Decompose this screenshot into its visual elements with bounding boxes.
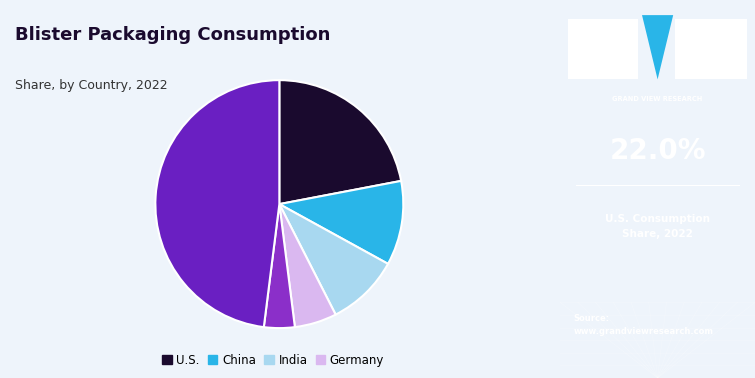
- Text: Blister Packaging Consumption: Blister Packaging Consumption: [15, 26, 331, 45]
- FancyBboxPatch shape: [568, 19, 638, 79]
- Wedge shape: [279, 181, 403, 264]
- Wedge shape: [279, 80, 401, 204]
- Wedge shape: [263, 204, 295, 328]
- FancyBboxPatch shape: [675, 19, 747, 79]
- Wedge shape: [279, 204, 336, 327]
- Wedge shape: [156, 80, 279, 327]
- Wedge shape: [279, 204, 388, 314]
- Text: GRAND VIEW RESEARCH: GRAND VIEW RESEARCH: [612, 96, 703, 102]
- Legend: UK, Rest of World: UK, Rest of World: [153, 377, 294, 378]
- Text: Source:
www.grandviewresearch.com: Source: www.grandviewresearch.com: [574, 314, 713, 336]
- Text: 22.0%: 22.0%: [609, 137, 706, 165]
- Polygon shape: [642, 15, 673, 79]
- Text: Share, by Country, 2022: Share, by Country, 2022: [15, 79, 168, 92]
- Text: U.S. Consumption
Share, 2022: U.S. Consumption Share, 2022: [605, 214, 710, 239]
